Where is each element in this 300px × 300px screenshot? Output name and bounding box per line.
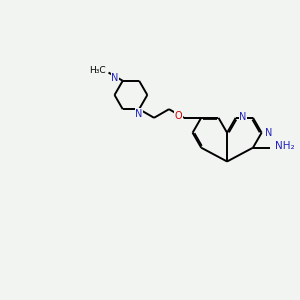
Text: N: N [111, 73, 118, 83]
Text: N: N [239, 112, 247, 122]
Text: N: N [265, 128, 273, 138]
Text: NH₂: NH₂ [275, 141, 295, 151]
Text: H₃C: H₃C [89, 66, 106, 75]
Text: O: O [175, 111, 182, 122]
Text: N: N [135, 109, 143, 119]
